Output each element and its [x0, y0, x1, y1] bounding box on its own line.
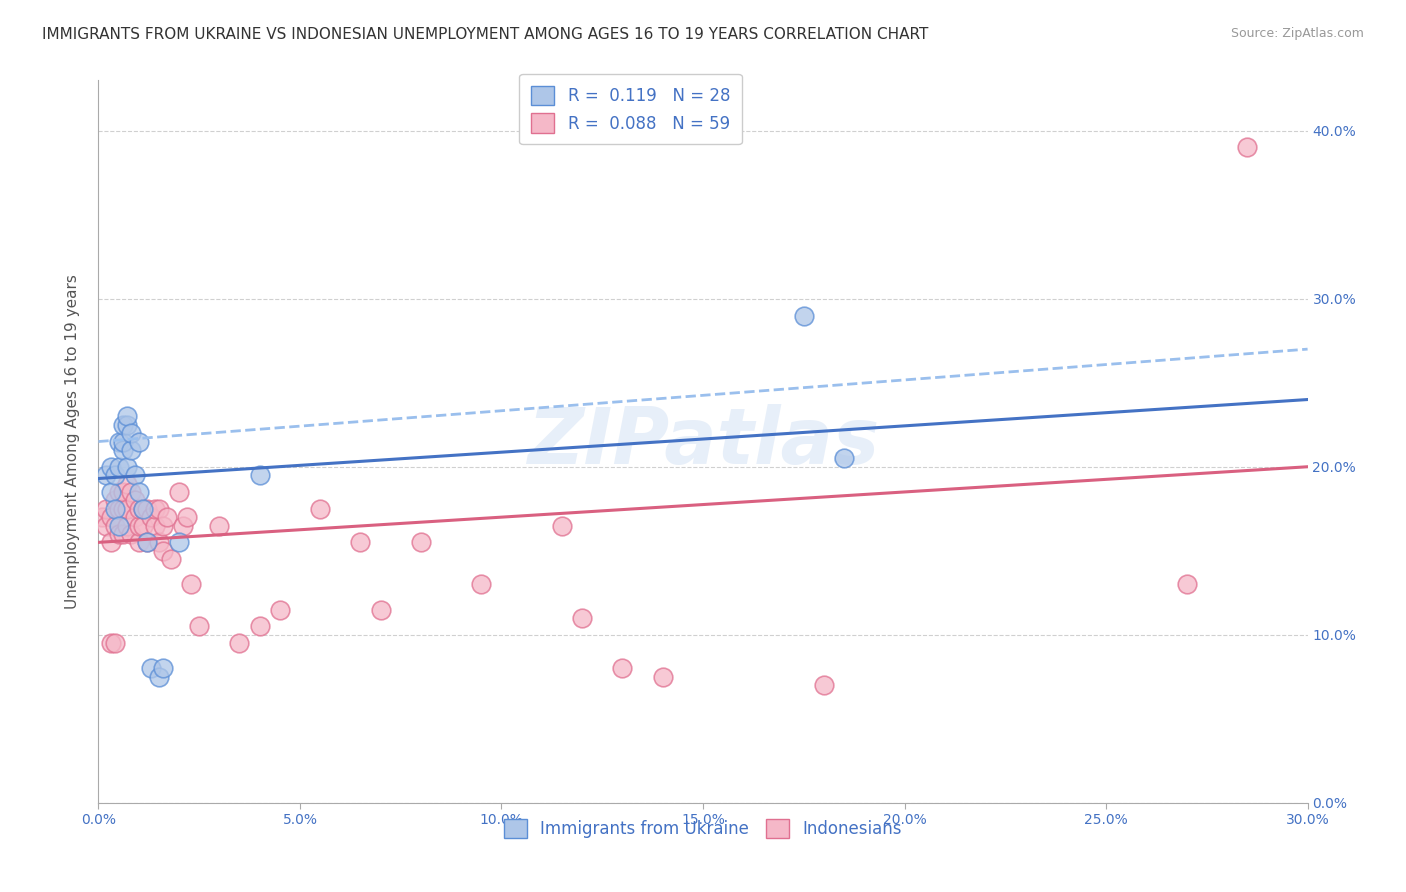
Point — [1175, 577, 1198, 591]
Point — [111, 501, 134, 516]
Point — [124, 468, 146, 483]
Point — [148, 535, 170, 549]
Point — [651, 670, 673, 684]
Point — [135, 535, 157, 549]
Point — [115, 518, 138, 533]
Point — [100, 510, 122, 524]
Point — [100, 485, 122, 500]
Point — [115, 409, 138, 424]
Point — [152, 543, 174, 558]
Point — [470, 577, 492, 591]
Point — [91, 510, 114, 524]
Point — [132, 518, 155, 533]
Point — [115, 501, 138, 516]
Point — [1236, 140, 1258, 154]
Point — [139, 661, 162, 675]
Point — [571, 611, 593, 625]
Point — [120, 527, 142, 541]
Point — [349, 535, 371, 549]
Point — [120, 442, 142, 457]
Point — [100, 535, 122, 549]
Point — [103, 468, 125, 483]
Point — [249, 619, 271, 633]
Text: ZIPatlas: ZIPatlas — [527, 403, 879, 480]
Point — [107, 518, 129, 533]
Point — [100, 459, 122, 474]
Point — [115, 459, 138, 474]
Point — [135, 535, 157, 549]
Point — [551, 518, 574, 533]
Point — [107, 434, 129, 449]
Point — [96, 468, 118, 483]
Point — [120, 426, 142, 441]
Point — [115, 417, 138, 432]
Point — [143, 518, 166, 533]
Point — [160, 552, 183, 566]
Legend: Immigrants from Ukraine, Indonesians: Immigrants from Ukraine, Indonesians — [498, 813, 908, 845]
Point — [128, 535, 150, 549]
Point — [103, 501, 125, 516]
Point — [832, 451, 855, 466]
Point — [100, 636, 122, 650]
Point — [111, 417, 134, 432]
Point — [107, 459, 129, 474]
Point — [120, 485, 142, 500]
Point — [111, 434, 134, 449]
Point — [249, 468, 271, 483]
Point — [172, 518, 194, 533]
Text: Source: ZipAtlas.com: Source: ZipAtlas.com — [1230, 27, 1364, 40]
Point — [309, 501, 332, 516]
Point — [132, 501, 155, 516]
Point — [128, 485, 150, 500]
Point — [96, 518, 118, 533]
Point — [152, 518, 174, 533]
Text: IMMIGRANTS FROM UKRAINE VS INDONESIAN UNEMPLOYMENT AMONG AGES 16 TO 19 YEARS COR: IMMIGRANTS FROM UKRAINE VS INDONESIAN UN… — [42, 27, 928, 42]
Point — [228, 636, 250, 650]
Point — [167, 485, 190, 500]
Point — [107, 527, 129, 541]
Point — [813, 678, 835, 692]
Point — [148, 501, 170, 516]
Point — [176, 510, 198, 524]
Point — [370, 602, 392, 616]
Point — [107, 501, 129, 516]
Point — [143, 501, 166, 516]
Point — [103, 636, 125, 650]
Point — [409, 535, 432, 549]
Point — [188, 619, 211, 633]
Point — [612, 661, 634, 675]
Point — [111, 485, 134, 500]
Point — [152, 661, 174, 675]
Point — [135, 501, 157, 516]
Point — [156, 510, 179, 524]
Point — [107, 485, 129, 500]
Point — [128, 518, 150, 533]
Point — [111, 442, 134, 457]
Point — [128, 434, 150, 449]
Point — [103, 493, 125, 508]
Point — [208, 518, 231, 533]
Point — [793, 309, 815, 323]
Point — [103, 518, 125, 533]
Point — [111, 527, 134, 541]
Point — [124, 510, 146, 524]
Y-axis label: Unemployment Among Ages 16 to 19 years: Unemployment Among Ages 16 to 19 years — [65, 274, 80, 609]
Point — [180, 577, 202, 591]
Point — [132, 501, 155, 516]
Point — [124, 493, 146, 508]
Point — [115, 476, 138, 491]
Point — [139, 510, 162, 524]
Point — [148, 670, 170, 684]
Point — [269, 602, 291, 616]
Point — [167, 535, 190, 549]
Point — [128, 501, 150, 516]
Point — [96, 501, 118, 516]
